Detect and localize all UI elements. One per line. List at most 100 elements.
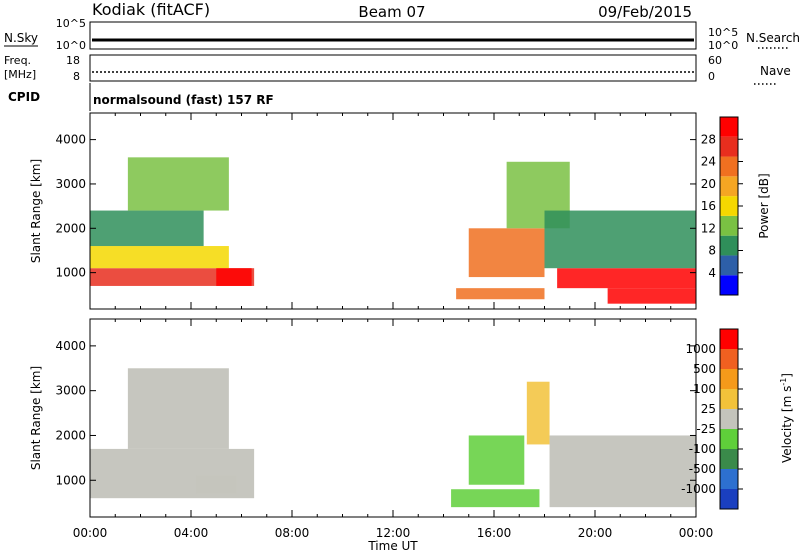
colorbar-tick-label: 20 — [701, 177, 716, 191]
freq-label-line2: [MHz] — [4, 68, 36, 81]
colorbar-band — [720, 389, 738, 409]
velocity-colorbar: 1000 500 100 25 -25 -100 -500 -1000 Velocity [m… — [681, 329, 794, 509]
colorbar-band — [720, 349, 738, 369]
colorbar-band — [720, 196, 738, 216]
colorbar-tick-label: 28 — [701, 132, 716, 146]
colorbar-band — [720, 176, 738, 196]
power-scatter-region — [456, 288, 544, 299]
time-tick-label: 04:00 — [174, 526, 209, 540]
colorbar-band — [720, 157, 738, 177]
beam-title: Beam 07 — [358, 3, 425, 21]
colorbar-tick-label: 24 — [701, 155, 716, 169]
nsky-panel-frame — [90, 22, 696, 49]
nave-tick-bottom: 0 — [708, 70, 715, 83]
colorbar-band — [720, 236, 738, 256]
y-tick-label: 2000 — [55, 428, 86, 442]
colorbar-tick-label: 4 — [708, 266, 716, 280]
colorbar-tick-label: 25 — [701, 402, 716, 416]
nave-label: Nave — [760, 64, 791, 78]
velocity-heatmap-cells — [90, 368, 696, 507]
nsearch-label: N.Search — [746, 31, 800, 45]
colorbar-tick-label: -25 — [696, 422, 716, 436]
colorbar-tick-label: -1000 — [681, 482, 716, 496]
y-tick-label: 3000 — [55, 177, 86, 191]
colorbar-tick-label: 500 — [693, 362, 716, 376]
velocity-colorbar-label-main: Velocity [m s — [780, 386, 794, 463]
velocity-scatter-region — [469, 435, 525, 484]
y-tick-label: 4000 — [55, 133, 86, 147]
power-scatter-region — [90, 246, 229, 268]
power-scatter-region — [608, 288, 696, 304]
time-tick-label: 00:00 — [679, 526, 714, 540]
freq-panel-frame — [90, 55, 696, 81]
date-title: 09/Feb/2015 — [598, 3, 692, 21]
power-colorbar-bands — [720, 117, 738, 295]
colorbar-band — [720, 275, 738, 295]
colorbar-band — [720, 469, 738, 489]
y-tick-label: 2000 — [55, 221, 86, 235]
colorbar-band — [720, 137, 738, 157]
nsearch-tick-bottom: 10^0 — [708, 39, 738, 52]
time-tick-label: 16:00 — [477, 526, 512, 540]
colorbar-band — [720, 429, 738, 449]
nsky-tick-top: 10^5 — [56, 17, 86, 30]
power-scatter-region — [545, 211, 697, 269]
freq-label-line1: Freq. — [4, 54, 31, 67]
power-scatter-region — [90, 211, 204, 246]
colorbar-tick-label: -100 — [689, 442, 716, 456]
velocity-y-axis-label: Slant Range [km] — [29, 366, 43, 470]
power-panel: 1000 2000 3000 4000 Slant Range [km] — [29, 113, 696, 309]
colorbar-tick-label: 16 — [701, 199, 716, 213]
velocity-colorbar-label: Velocity [m s-1] — [779, 373, 794, 463]
velocity-colorbar-bands — [720, 329, 738, 509]
y-tick-label: 3000 — [55, 384, 86, 398]
velocity-scatter-region — [196, 476, 236, 494]
y-tick-label: 4000 — [55, 339, 86, 353]
velocity-panel: 1000 2000 3000 4000 Slant Range [km] — [29, 319, 696, 517]
freq-tick-bottom: 8 — [73, 70, 80, 83]
power-y-axis-label: Slant Range [km] — [29, 159, 43, 263]
velocity-colorbar-label-sup: -1 — [779, 378, 788, 386]
colorbar-band — [720, 449, 738, 469]
station-title: Kodiak (fitACF) — [92, 0, 210, 19]
colorbar-band — [720, 369, 738, 389]
power-colorbar-label: Power [dB] — [757, 173, 771, 238]
nave-tick-top: 60 — [708, 54, 722, 67]
nsearch-tick-top: 10^5 — [708, 26, 738, 39]
nsky-label: N.Sky — [4, 31, 38, 45]
colorbar-band — [720, 409, 738, 429]
colorbar-band — [720, 117, 738, 137]
velocity-scatter-region — [128, 368, 229, 449]
colorbar-band — [720, 255, 738, 275]
time-tick-label: 00:00 — [73, 526, 108, 540]
power-scatter-region — [469, 228, 545, 277]
colorbar-band — [720, 329, 738, 349]
velocity-scatter-region — [527, 382, 550, 445]
y-tick-label: 1000 — [55, 473, 86, 487]
colorbar-band — [720, 489, 738, 509]
power-heatmap-cells — [90, 157, 696, 303]
colorbar-band — [720, 216, 738, 236]
power-scatter-region — [216, 268, 251, 286]
cpid-text: normalsound (fast) 157 RF — [93, 93, 274, 107]
y-tick-label: 1000 — [55, 266, 86, 280]
power-colorbar: 28 24 20 16 12 8 4 Power [dB] — [701, 117, 771, 295]
time-axis-tick-labels: 00:00 04:00 08:00 12:00 16:00 20:00 00:00 — [73, 526, 714, 540]
colorbar-tick-label: -500 — [689, 462, 716, 476]
radar-summary-plot: Kodiak (fitACF) Beam 07 09/Feb/2015 N.Sk… — [0, 0, 800, 554]
power-scatter-region — [557, 268, 696, 288]
time-tick-label: 20:00 — [578, 526, 613, 540]
velocity-scatter-region — [550, 435, 696, 507]
velocity-scatter-region — [451, 489, 539, 507]
colorbar-tick-label: 100 — [693, 382, 716, 396]
power-scatter-region — [128, 157, 229, 210]
time-axis-label: Time UT — [367, 539, 418, 553]
colorbar-tick-label: 1000 — [685, 342, 716, 356]
cpid-label: CPID — [8, 90, 40, 104]
colorbar-tick-label: 8 — [708, 244, 716, 258]
colorbar-tick-label: 12 — [701, 221, 716, 235]
freq-tick-top: 18 — [66, 54, 80, 67]
time-tick-label: 08:00 — [275, 526, 310, 540]
time-tick-label: 12:00 — [376, 526, 411, 540]
velocity-colorbar-label-end: ] — [780, 373, 794, 378]
